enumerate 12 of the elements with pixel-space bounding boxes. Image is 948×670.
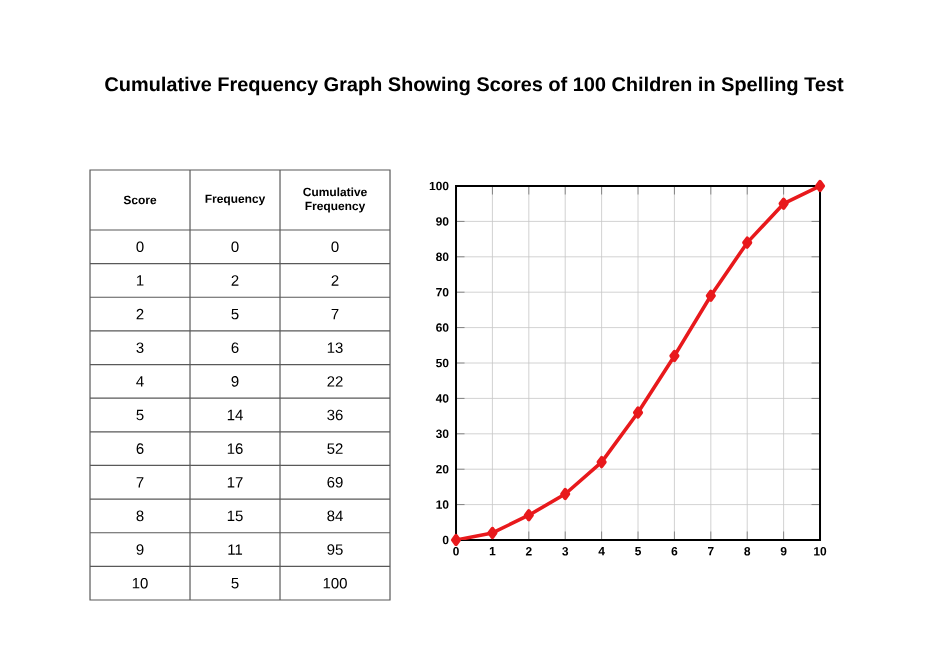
point <box>560 487 571 501</box>
point <box>632 406 644 419</box>
point <box>778 197 789 210</box>
point <box>523 509 534 522</box>
point <box>596 455 607 469</box>
point <box>487 526 498 540</box>
point <box>814 179 826 193</box>
point <box>450 533 462 547</box>
point <box>705 289 716 302</box>
chart-title: Cumulative Frequency Graph Showing Scores of 100 Children in Spelling Test <box>105 76 844 96</box>
point <box>669 349 680 363</box>
point <box>742 236 753 249</box>
